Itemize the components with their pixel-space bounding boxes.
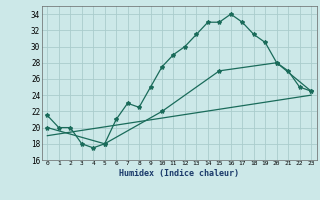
X-axis label: Humidex (Indice chaleur): Humidex (Indice chaleur) bbox=[119, 169, 239, 178]
